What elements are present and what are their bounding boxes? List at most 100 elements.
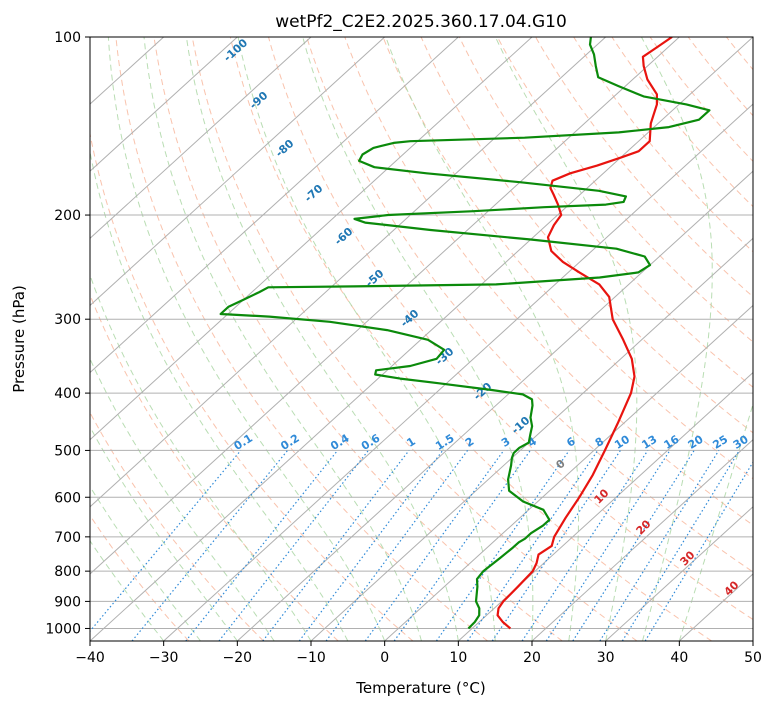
pressure-gridlines xyxy=(90,37,753,629)
x-tick-label: 30 xyxy=(597,650,615,666)
isotherm-line xyxy=(90,37,312,240)
x-tick-label: 10 xyxy=(449,650,467,666)
moist-adiabat-label: 20 xyxy=(634,517,654,537)
mixing-ratio-label: 6 xyxy=(564,435,578,450)
mixing-ratio-line xyxy=(435,450,570,641)
dry-adiabat-line xyxy=(420,37,753,434)
moist-adiabat-label: 40 xyxy=(722,578,742,598)
mixing-ratio-lines xyxy=(90,450,753,641)
dry-adiabat-line xyxy=(153,37,563,641)
dry-adiabat-line xyxy=(90,411,264,641)
moist-adiabat-line xyxy=(90,485,201,641)
isotherm-label: -30 xyxy=(433,345,457,368)
moist-adiabat-line xyxy=(237,37,496,641)
isotherm-line xyxy=(90,37,680,575)
y-axis-ticks: 1000 900 800 700 600 500 400 300 200 100 xyxy=(45,30,90,637)
dry-adiabat-line xyxy=(496,37,753,343)
dry-adiabat-line xyxy=(687,37,753,117)
dry-adiabat-line xyxy=(765,37,775,641)
x-tick-label: 50 xyxy=(744,650,762,666)
moist-adiabat-line xyxy=(678,402,753,641)
isotherm-line xyxy=(90,37,238,172)
dry-adiabat-line xyxy=(90,514,190,641)
y-tick-label: 200 xyxy=(54,208,81,224)
mixing-ratio-label: 16 xyxy=(662,433,682,452)
mixing-ratio-line xyxy=(572,450,695,641)
moist-adiabat-line xyxy=(90,149,349,641)
mixing-ratio-label: 2 xyxy=(463,435,476,450)
dry-adiabat-line xyxy=(649,37,753,163)
dry-adiabat-line xyxy=(726,37,753,71)
x-tick-label: 40 xyxy=(670,650,688,666)
isotherm-line xyxy=(236,170,753,641)
mixing-ratio-label: 20 xyxy=(686,433,706,452)
mixing-ratio-line xyxy=(644,461,753,641)
mixing-ratio-line xyxy=(467,450,599,641)
y-tick-label: 900 xyxy=(54,594,81,610)
moist-adiabat-line xyxy=(90,539,165,641)
x-tick-label: −30 xyxy=(149,650,179,666)
dry-adiabat-line xyxy=(611,37,753,208)
mixing-ratio-line xyxy=(185,450,339,641)
isotherm-line xyxy=(310,237,753,641)
moist-adiabat-line xyxy=(640,37,713,641)
y-tick-label: 400 xyxy=(54,386,81,402)
isotherm-line xyxy=(90,37,533,441)
dry-adiabat-line xyxy=(306,37,753,573)
moist-adiabat-line xyxy=(302,37,534,641)
y-tick-label: 1000 xyxy=(45,621,81,637)
mixing-ratio-label: 0.2 xyxy=(278,432,301,453)
isotherm-label: -60 xyxy=(332,225,356,248)
y-axis-label: Pressure (hPa) xyxy=(10,285,28,393)
mixing-ratio-line xyxy=(545,450,671,641)
moist-adiabat-line xyxy=(90,357,275,641)
chart-title: wetPf2_C2E2.2025.360.17.04.G10 xyxy=(275,12,567,32)
mixing-ratio-line xyxy=(491,450,621,641)
mixing-ratio-label: 1.5 xyxy=(433,432,456,453)
y-tick-label: 600 xyxy=(54,490,81,506)
isotherm-line xyxy=(457,371,753,641)
dry-adiabat-line xyxy=(229,37,712,641)
y-tick-label: 100 xyxy=(54,30,81,46)
isotherm-line xyxy=(90,37,386,307)
y-tick-label: 300 xyxy=(54,312,81,328)
isotherm-label: -20 xyxy=(471,380,495,403)
x-tick-label: −40 xyxy=(75,650,105,666)
dry-adiabat-line xyxy=(268,37,753,621)
x-tick-label: −20 xyxy=(223,650,253,666)
mixing-ratio-label: 3 xyxy=(499,435,512,450)
dry-adiabat-line xyxy=(90,131,414,641)
y-tick-label: 800 xyxy=(54,564,81,580)
mixing-ratio-line xyxy=(364,450,505,641)
isotherm-line xyxy=(90,37,459,374)
isotherm-label: -70 xyxy=(302,182,326,205)
x-axis-ticks: −40 −30 −20 −10 0 10 20 30 40 50 xyxy=(75,641,762,666)
isotherm-label: -100 xyxy=(221,36,250,64)
isotherm-line xyxy=(384,304,753,641)
mixing-ratio-line xyxy=(90,450,242,633)
isotherm-line xyxy=(752,640,753,641)
mixing-ratio-label: 1 xyxy=(405,435,418,450)
isotherm-line xyxy=(90,37,607,508)
isotherm-label: -40 xyxy=(398,307,422,330)
mixing-ratio-label: 36 xyxy=(752,433,772,452)
dry-adiabat-line xyxy=(191,37,638,641)
mixing-ratio-label: 0.1 xyxy=(232,432,255,453)
mixing-ratio-line xyxy=(599,450,720,641)
mixing-ratio-label: 8 xyxy=(593,435,606,450)
mixing-ratio-line xyxy=(393,450,531,641)
mixing-ratio-label: 10 xyxy=(612,433,632,452)
moist-adiabat-line xyxy=(185,37,459,641)
isotherm-line xyxy=(163,103,753,641)
dry-adiabat-line xyxy=(115,37,488,641)
moist-adiabat-line xyxy=(107,37,386,641)
mixing-ratio-line xyxy=(131,450,289,641)
mixing-ratio-label: 13 xyxy=(640,433,660,452)
plot-area: -100-90-80-70-60-50-40-30-20-100 0.1 0.2 0… xyxy=(90,36,775,641)
x-tick-label: −10 xyxy=(296,650,326,666)
mixing-ratio-label: 0.4 xyxy=(328,431,352,453)
y-tick-label: 500 xyxy=(54,443,81,459)
isotherm-label: -10 xyxy=(509,414,533,437)
